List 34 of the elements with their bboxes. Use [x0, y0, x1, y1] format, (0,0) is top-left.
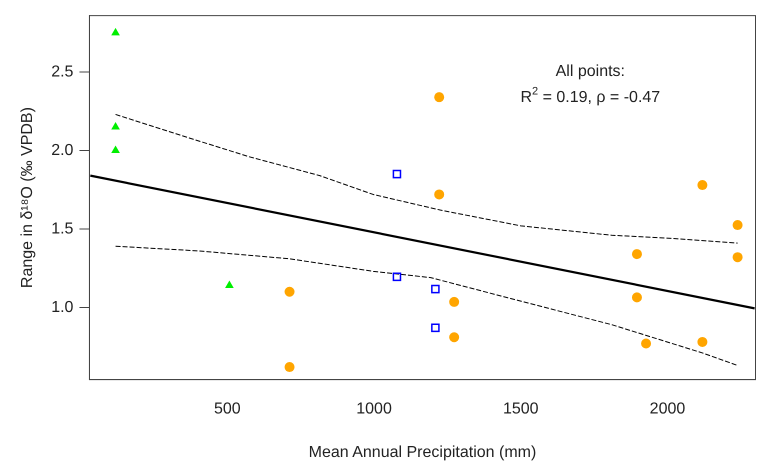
line-series: [115, 114, 738, 244]
y-tick-label: 1.0: [51, 298, 74, 316]
line-series: [115, 246, 738, 366]
point: [392, 272, 402, 282]
y-tick-label: 2.5: [51, 63, 74, 80]
x-axis-title: Mean Annual Precipitation (mm): [308, 444, 536, 461]
y-axis-title: Range in δ¹⁸O (‰ VPDB): [19, 107, 36, 288]
point: [449, 296, 460, 307]
point: [449, 332, 460, 342]
point: [111, 28, 120, 36]
point: [284, 286, 295, 297]
point: [431, 284, 440, 294]
point: [697, 180, 708, 190]
point: [225, 280, 234, 288]
point: [732, 252, 743, 262]
point: [732, 220, 743, 230]
point: [434, 189, 444, 200]
y-tick-label: 2.0: [51, 142, 74, 159]
point: [284, 362, 295, 372]
point: [641, 338, 652, 349]
point: [632, 292, 642, 302]
x-tick-label: 1500: [502, 400, 539, 418]
point: [111, 146, 120, 154]
point: [392, 170, 402, 178]
x-tick-label: 500: [214, 400, 241, 418]
point: [434, 92, 444, 102]
point: [111, 122, 120, 130]
y-tick-label: 1.5: [51, 220, 74, 238]
point: [431, 324, 440, 332]
point: [697, 336, 708, 347]
x-tick-label: 1000: [356, 400, 392, 418]
x-tick-label: 2000: [650, 400, 686, 418]
point: [632, 249, 642, 260]
annotation: All points:: [556, 63, 626, 80]
